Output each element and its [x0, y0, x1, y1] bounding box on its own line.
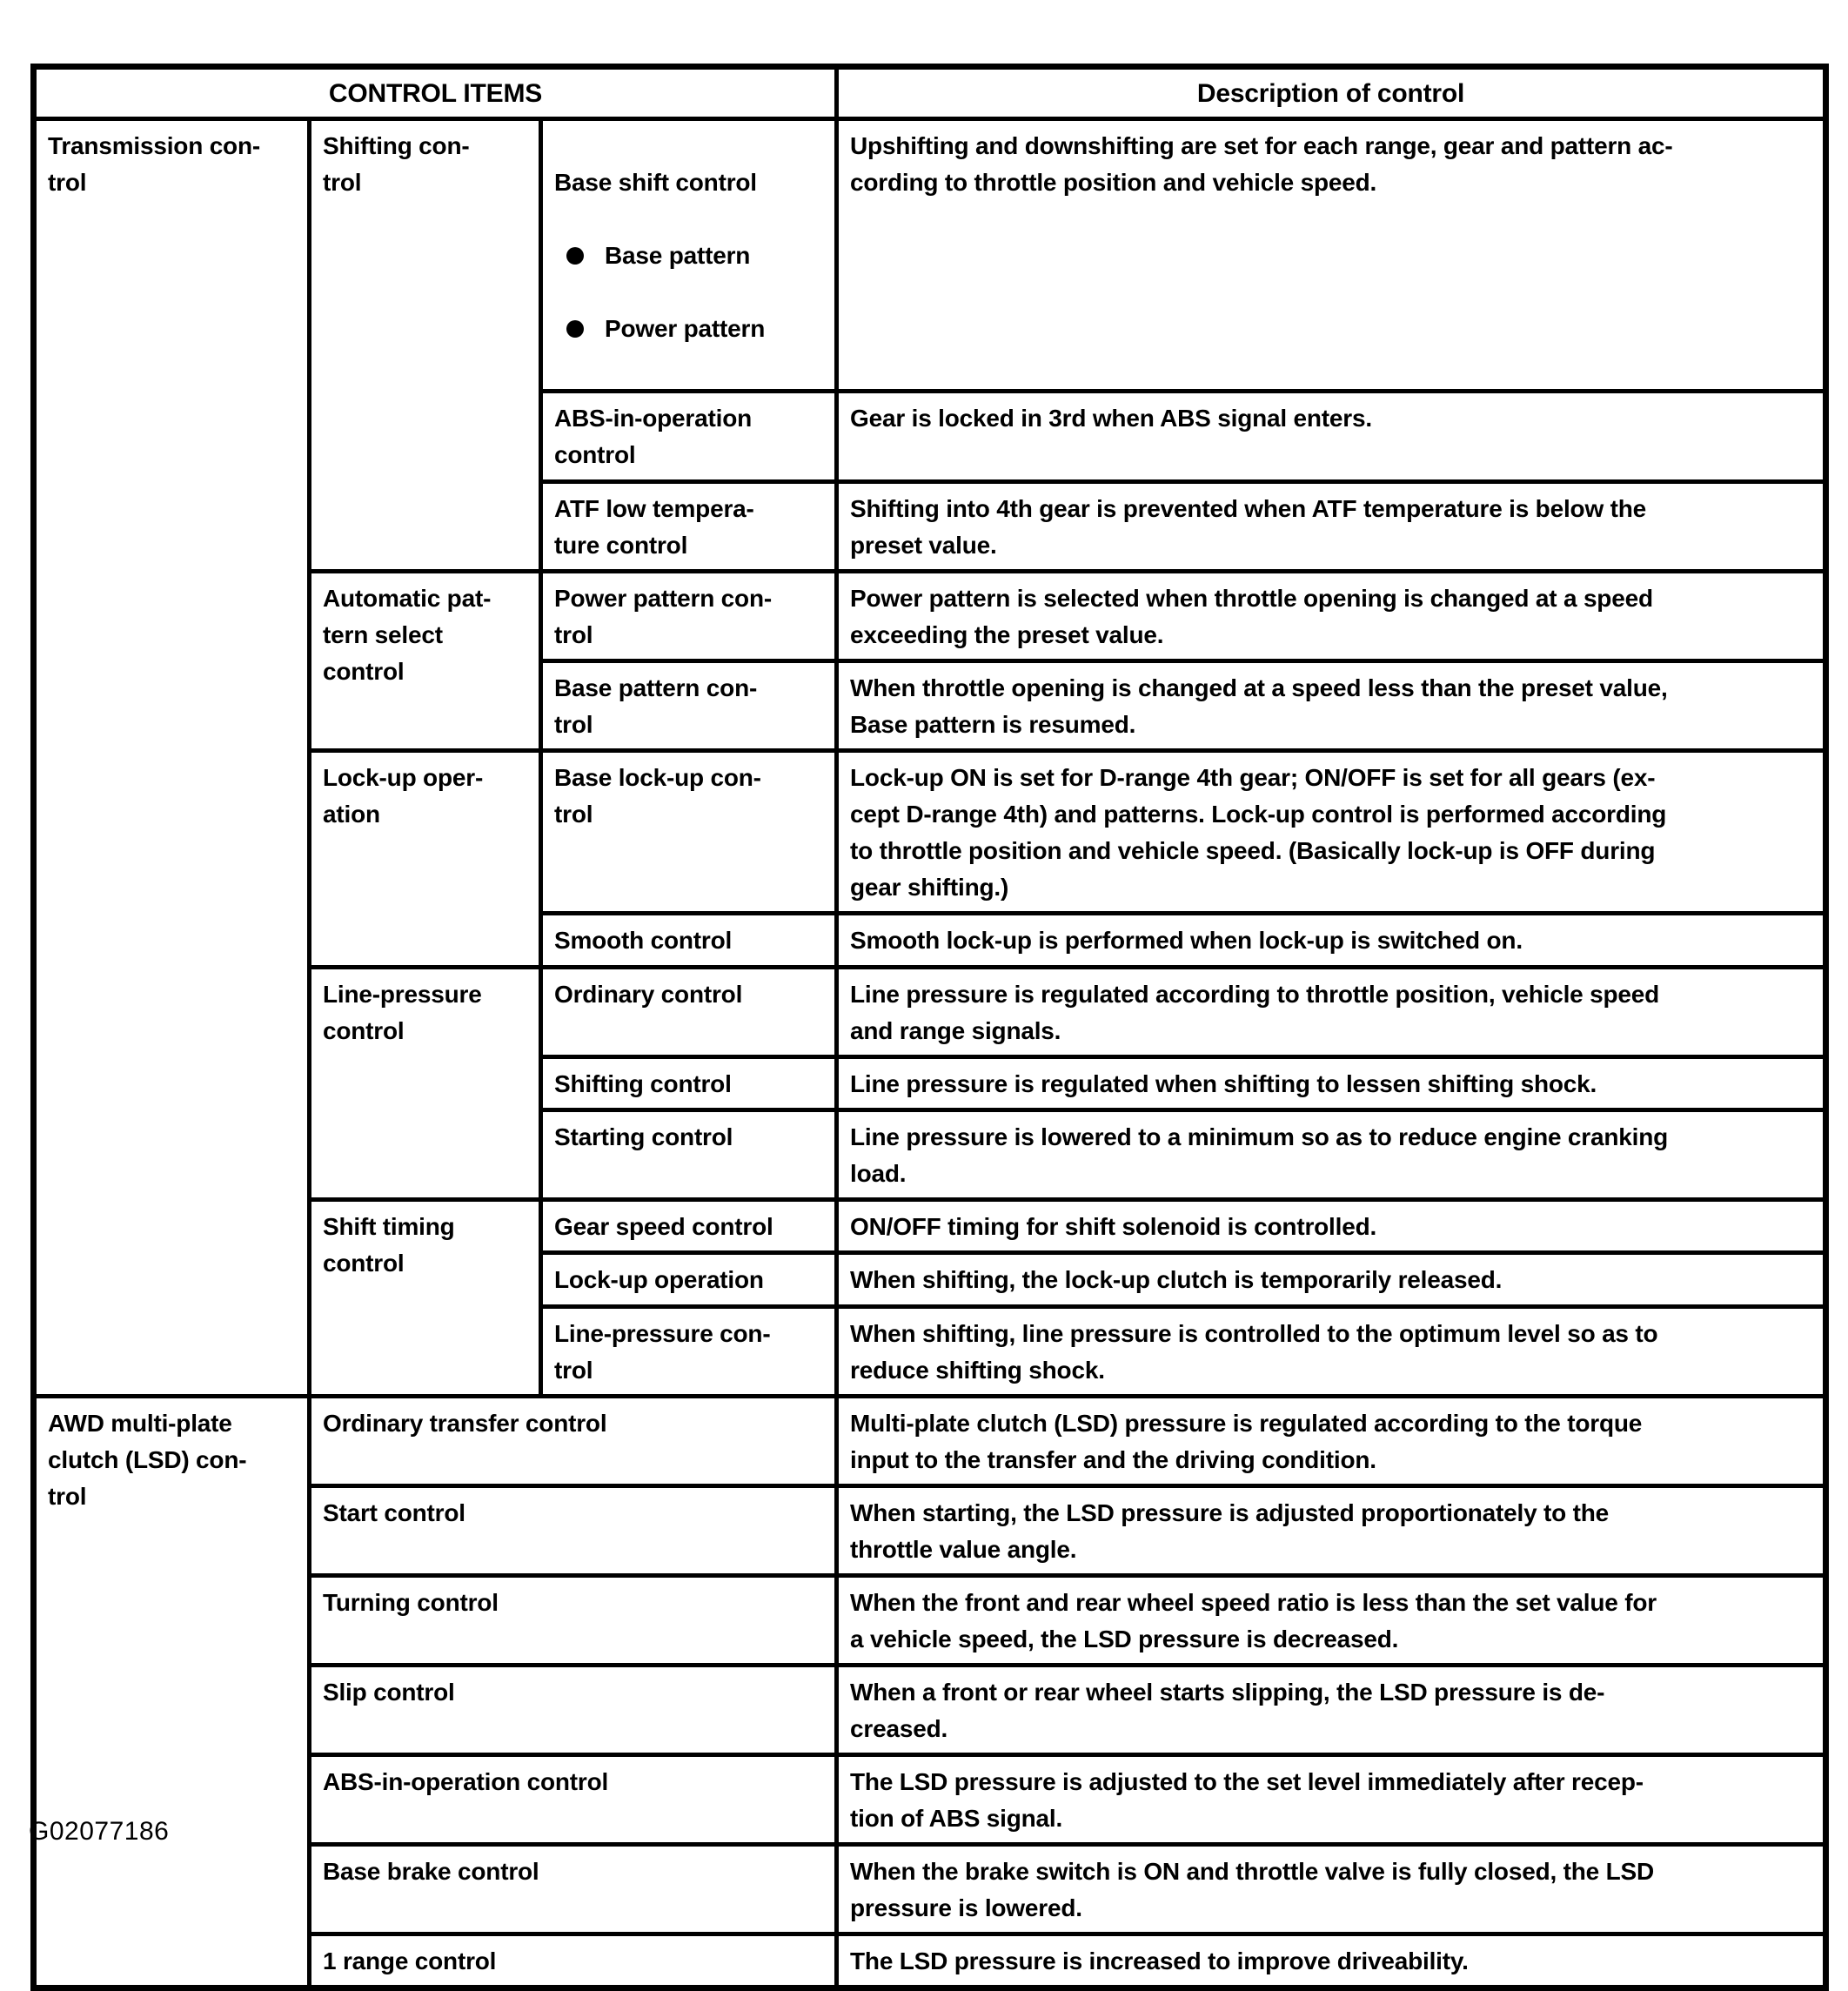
cell-item-lock-up-operation: Lock-up operation [538, 1250, 840, 1309]
cell-subgroup-lock-up-operation: Lock-up oper- ation [307, 748, 543, 969]
cell-desc-slip-control: When a front or rear wheel starts slippi… [834, 1663, 1829, 1757]
cell-item-base-brake-control: Base brake control [306, 1842, 840, 1936]
cell-item-power-pattern-control: Power pattern con- trol [538, 569, 840, 663]
cell-desc-starting-control: Line pressure is lowered to a minimum so… [834, 1108, 1829, 1202]
bullet-label: Power pattern [605, 315, 766, 342]
cell-desc-gear-speed-control: ON/OFF timing for shift solenoid is cont… [834, 1197, 1829, 1255]
header-control-items: CONTROL ITEMS [30, 64, 840, 121]
cell-subgroup-shifting-control: Shifting con- trol [307, 117, 543, 573]
control-description-table: CONTROL ITEMS Description of control Tra… [30, 64, 1830, 1991]
cell-desc-line-pressure-control: When shifting, line pressure is controll… [834, 1304, 1829, 1398]
figure-id-label: G02077186 [29, 1817, 170, 1846]
bullet-icon [566, 247, 584, 265]
cell-item-abs-in-operation-control: ABS-in-operation control [538, 389, 840, 484]
cell-desc-ordinary-transfer-control: Multi-plate clutch (LSD) pressure is reg… [834, 1394, 1829, 1488]
cell-item-base-shift-control: Base shift control Base pattern Power pa… [538, 117, 840, 393]
cell-desc-abs-in-operation-control-awd: The LSD pressure is adjusted to the set … [834, 1753, 1829, 1847]
cell-desc-start-control: When starting, the LSD pressure is adjus… [834, 1484, 1829, 1578]
cell-desc-base-pattern-control: When throttle opening is changed at a sp… [834, 659, 1829, 753]
cell-desc-1-range-control: The LSD pressure is increased to improve… [834, 1932, 1829, 1990]
cell-item-line-pressure-control: Line-pressure con- trol [538, 1304, 840, 1398]
cell-item-starting-control: Starting control [538, 1108, 840, 1202]
cell-subgroup-automatic-pattern-select-control: Automatic pat- tern select control [307, 569, 543, 753]
cell-item-shifting-control: Shifting control [538, 1055, 840, 1112]
cell-item-start-control: Start control [306, 1484, 840, 1578]
cell-item-atf-low-temperature-control: ATF low tempera- ture control [538, 479, 840, 573]
cell-item-1-range-control: 1 range control [306, 1932, 840, 1990]
cell-subgroup-line-pressure-control: Line-pressure control [307, 965, 543, 1202]
bullet-label: Base pattern [605, 242, 751, 269]
base-shift-control-label: Base shift control [554, 169, 757, 196]
cell-item-smooth-control: Smooth control [538, 911, 840, 969]
cell-desc-ordinary-control: Line pressure is regulated according to … [834, 965, 1829, 1059]
cell-subgroup-shift-timing-control: Shift timing control [307, 1197, 543, 1398]
cell-item-base-pattern-control: Base pattern con- trol [538, 659, 840, 753]
cell-desc-base-shift-control: Upshifting and downshifting are set for … [834, 117, 1829, 393]
cell-item-ordinary-control: Ordinary control [538, 965, 840, 1059]
cell-item-base-lock-up-control: Base lock-up con- trol [538, 748, 840, 915]
cell-item-abs-in-operation-control-awd: ABS-in-operation control [306, 1753, 840, 1847]
scanned-manual-page: CONTROL ITEMS Description of control Tra… [29, 64, 1830, 1991]
cell-desc-power-pattern-control: Power pattern is selected when throttle … [834, 569, 1829, 663]
cell-desc-base-lock-up-control: Lock-up ON is set for D-range 4th gear; … [834, 748, 1829, 915]
bullet-icon [566, 320, 584, 338]
cell-desc-lock-up-operation: When shifting, the lock-up clutch is tem… [834, 1250, 1829, 1309]
cell-item-slip-control: Slip control [306, 1663, 840, 1757]
cell-desc-shifting-control: Line pressure is regulated when shifting… [834, 1055, 1829, 1112]
bullet-item-power-pattern: Power pattern [554, 311, 827, 347]
cell-item-turning-control: Turning control [306, 1573, 840, 1667]
cell-desc-turning-control: When the front and rear wheel speed rati… [834, 1573, 1829, 1667]
cell-desc-base-brake-control: When the brake switch is ON and throttle… [834, 1842, 1829, 1936]
bullet-item-base-pattern: Base pattern [554, 238, 827, 274]
cell-item-ordinary-transfer-control: Ordinary transfer control [306, 1394, 840, 1488]
cell-item-gear-speed-control: Gear speed control [538, 1197, 840, 1255]
header-description-of-control: Description of control [834, 64, 1829, 121]
cell-group-transmission-control: Transmission con- trol [31, 117, 311, 1398]
cell-desc-atf-low-temperature-control: Shifting into 4th gear is prevented when… [834, 479, 1829, 573]
cell-desc-abs-in-operation-control: Gear is locked in 3rd when ABS signal en… [834, 389, 1829, 484]
cell-group-awd-multi-plate-clutch-lsd-control: AWD multi-plate clutch (LSD) con- trol [31, 1394, 311, 1990]
cell-desc-smooth-control: Smooth lock-up is performed when lock-up… [834, 911, 1829, 969]
